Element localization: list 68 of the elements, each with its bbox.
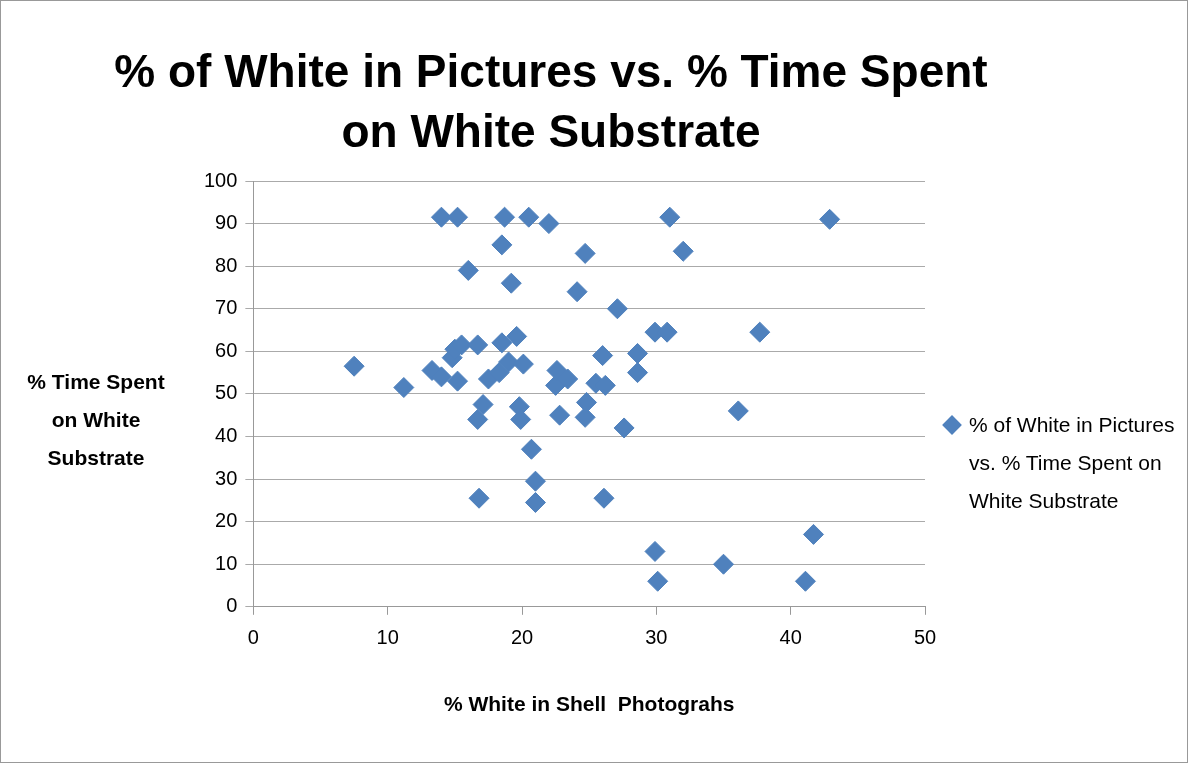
x-tick-label: 20 [510, 626, 534, 649]
point [566, 281, 588, 303]
y-tick-label: 0 [226, 594, 238, 617]
point [467, 408, 489, 430]
point [549, 404, 571, 426]
point [467, 334, 489, 356]
point [343, 355, 365, 377]
point [393, 377, 415, 399]
point [538, 213, 560, 235]
y-tick-label: 40 [215, 424, 238, 446]
y-tick-label: 30 [215, 466, 238, 489]
point [574, 242, 596, 264]
point [613, 417, 635, 439]
point [472, 394, 494, 416]
point [524, 470, 546, 492]
y-tick-label: 70 [215, 296, 238, 319]
point [512, 353, 534, 375]
x-tick-label: 0 [247, 626, 259, 649]
point [498, 351, 520, 373]
point [447, 206, 469, 228]
point [524, 491, 546, 513]
point [627, 362, 649, 384]
point [593, 487, 615, 509]
point [468, 487, 490, 509]
point [447, 370, 469, 392]
legend-label: % of White in Pictures vs. % Time Spent on White Substrate [969, 412, 1176, 514]
point [457, 259, 479, 281]
x-tick-label: 30 [645, 626, 668, 649]
y-tick-label: 100 [203, 168, 238, 191]
point [606, 298, 628, 320]
point [627, 342, 649, 364]
point [749, 321, 771, 343]
point [491, 234, 513, 256]
x-tick-label: 10 [376, 626, 399, 649]
point [713, 553, 735, 575]
point [659, 206, 681, 228]
point [557, 368, 579, 390]
x-tick-label: 40 [779, 626, 802, 649]
point [672, 240, 694, 262]
point [430, 366, 452, 388]
point [491, 332, 513, 354]
y-tick-label: 10 [215, 551, 238, 574]
point [520, 438, 542, 460]
chart-title: % of White in Pictures vs. % Time Spent on White Substrate [113, 44, 989, 159]
point [819, 208, 841, 230]
point [546, 359, 568, 381]
point [488, 362, 510, 384]
point [574, 406, 596, 428]
x-tick-label: 50 [913, 626, 937, 649]
y-tick-label: 50 [215, 381, 238, 404]
y-axis-title: % Time Spent on White Substrate [26, 369, 166, 471]
point [644, 540, 666, 562]
point [500, 272, 522, 294]
point [518, 206, 540, 228]
point [727, 400, 749, 422]
x-axis-title: % White in Shell Photograhs [443, 692, 735, 716]
point [506, 325, 528, 347]
point [794, 570, 816, 592]
point [803, 523, 825, 545]
point [494, 206, 516, 228]
y-tick-label: 60 [215, 338, 238, 361]
y-tick-label: 90 [215, 211, 238, 234]
point [592, 345, 614, 367]
point [430, 206, 452, 228]
point [576, 391, 597, 413]
y-tick-label: 80 [215, 253, 238, 276]
y-tick-label: 20 [215, 509, 238, 532]
point [647, 570, 669, 592]
